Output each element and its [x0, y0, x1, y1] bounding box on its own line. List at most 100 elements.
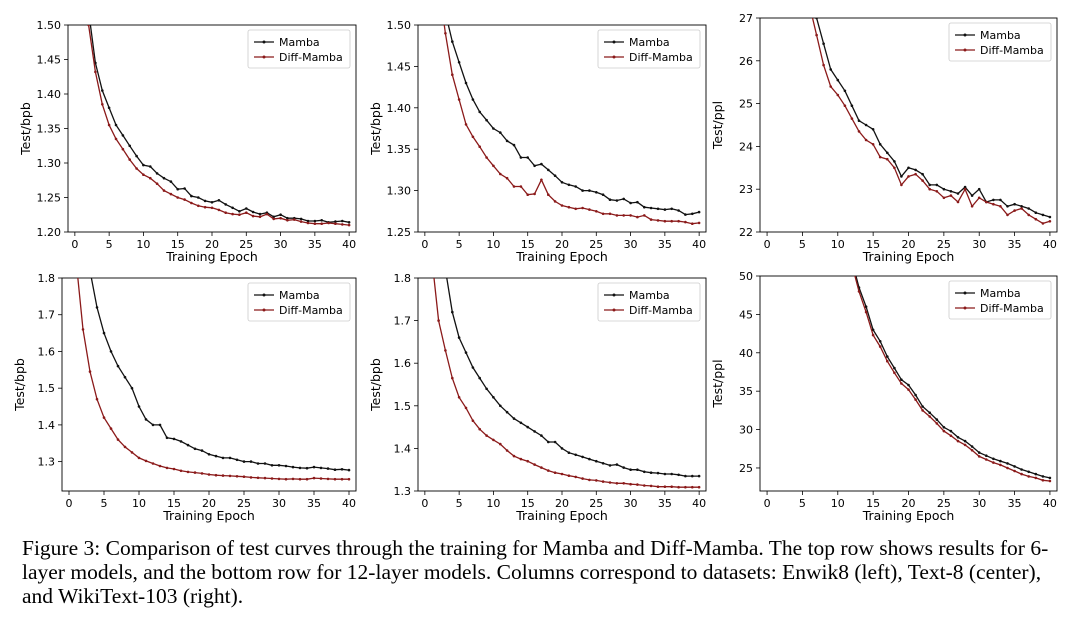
- data-point-mamba: [560, 181, 564, 184]
- data-point-mamba: [601, 193, 605, 196]
- series-line-diff-mamba: [433, 278, 700, 488]
- data-point-diff-mamba: [815, 33, 818, 37]
- data-point-mamba: [444, 11, 447, 14]
- y-tick-label: 1.3: [38, 456, 56, 469]
- data-point-diff-mamba: [999, 205, 1002, 208]
- data-point-mamba: [333, 468, 337, 472]
- data-point-mamba: [137, 405, 141, 408]
- y-tick-label: 1.8: [38, 272, 56, 285]
- legend-marker: [963, 291, 967, 295]
- data-point-mamba: [155, 172, 159, 175]
- data-point-mamba: [886, 151, 889, 155]
- data-point-diff-mamba: [327, 221, 330, 225]
- data-point-diff-mamba: [499, 442, 502, 446]
- data-point-mamba: [165, 436, 169, 440]
- x-tick-label: 10: [831, 238, 845, 251]
- data-point-mamba: [595, 191, 598, 194]
- data-point-diff-mamba: [649, 218, 653, 221]
- data-point-diff-mamba: [649, 484, 653, 488]
- data-point-mamba: [914, 393, 917, 397]
- data-point-mamba: [851, 259, 854, 262]
- data-point-diff-mamba: [836, 93, 840, 97]
- data-point-mamba: [193, 447, 197, 451]
- data-point-diff-mamba: [272, 217, 276, 221]
- data-point-mamba: [485, 387, 488, 391]
- data-point-diff-mamba: [165, 466, 169, 470]
- y-tick-label: 1.25: [37, 192, 62, 205]
- x-axis-label: Training Epoch: [515, 249, 608, 264]
- data-point-diff-mamba: [1041, 479, 1045, 482]
- data-point-diff-mamba: [306, 221, 310, 225]
- data-point-mamba: [224, 203, 227, 206]
- legend-marker: [963, 33, 967, 37]
- data-point-diff-mamba: [886, 157, 889, 161]
- x-tick-label: 30: [272, 497, 286, 510]
- data-point-mamba: [340, 468, 344, 471]
- data-point-diff-mamba: [142, 173, 145, 176]
- data-point-mamba: [87, 10, 90, 13]
- x-tick-label: 10: [486, 238, 500, 251]
- data-point-mamba: [326, 467, 330, 470]
- legend-label: Diff-Mamba: [980, 302, 1044, 315]
- y-tick-label: 1.6: [394, 357, 412, 370]
- legend-label: Diff-Mamba: [980, 44, 1044, 57]
- data-point-mamba: [1020, 205, 1023, 208]
- data-point-diff-mamba: [203, 205, 207, 209]
- data-point-diff-mamba: [512, 185, 516, 188]
- data-point-diff-mamba: [643, 214, 646, 217]
- data-point-diff-mamba: [540, 466, 543, 469]
- data-point-mamba: [320, 219, 324, 222]
- x-axis-label: Training Epoch: [515, 508, 608, 523]
- x-tick-label: 20: [902, 497, 916, 510]
- data-point-diff-mamba: [900, 183, 903, 187]
- data-point-diff-mamba: [857, 130, 861, 133]
- data-point-mamba: [179, 440, 183, 443]
- series-line-mamba: [89, 25, 350, 223]
- data-point-mamba: [492, 396, 495, 399]
- y-axis-label: Test/ppl: [710, 359, 725, 408]
- data-point-mamba: [843, 89, 847, 93]
- data-point-mamba: [533, 430, 536, 433]
- data-point-mamba: [197, 196, 200, 199]
- data-point-mamba: [921, 172, 924, 176]
- data-point-diff-mamba: [871, 333, 875, 337]
- data-point-diff-mamba: [1006, 213, 1009, 217]
- data-point-diff-mamba: [526, 193, 529, 196]
- legend-marker: [612, 55, 616, 59]
- legend-label: Mamba: [279, 36, 320, 49]
- series-line-diff-mamba: [443, 25, 700, 225]
- y-tick-label: 24: [739, 140, 753, 153]
- data-point-diff-mamba: [172, 467, 176, 471]
- data-point-diff-mamba: [1013, 469, 1016, 473]
- data-point-mamba: [553, 174, 557, 177]
- data-point-diff-mamba: [109, 427, 113, 430]
- legend-label: Diff-Mamba: [629, 51, 693, 64]
- y-tick-label: 1.4: [38, 419, 56, 432]
- data-point-diff-mamba: [183, 198, 186, 201]
- data-point-diff-mamba: [526, 459, 529, 463]
- y-tick-label: 25: [739, 462, 753, 475]
- x-tick-label: 10: [132, 497, 146, 510]
- legend-marker: [262, 55, 266, 59]
- legend-marker: [262, 293, 266, 297]
- data-point-mamba: [656, 471, 660, 475]
- data-point-diff-mamba: [228, 474, 232, 478]
- data-point-diff-mamba: [457, 396, 461, 399]
- x-tick-label: 15: [866, 238, 880, 251]
- data-point-diff-mamba: [341, 223, 344, 226]
- data-point-mamba: [900, 378, 903, 382]
- data-point-diff-mamba: [505, 176, 509, 180]
- data-point-diff-mamba: [949, 194, 953, 197]
- series-group: [443, 11, 701, 225]
- data-point-mamba: [121, 134, 125, 137]
- chart-3: 0 5 10 15 20 25 30 35 40 22 23 24 25 26 27 Training Epo…: [710, 12, 1058, 264]
- x-tick-label: 40: [342, 238, 356, 251]
- data-point-mamba: [478, 376, 482, 380]
- data-point-diff-mamba: [116, 438, 120, 441]
- data-point-diff-mamba: [263, 476, 267, 480]
- data-point-diff-mamba: [312, 476, 316, 480]
- data-point-mamba: [871, 128, 875, 131]
- data-point-mamba: [574, 185, 577, 188]
- x-tick-label: 40: [342, 497, 356, 510]
- data-point-diff-mamba: [217, 208, 221, 212]
